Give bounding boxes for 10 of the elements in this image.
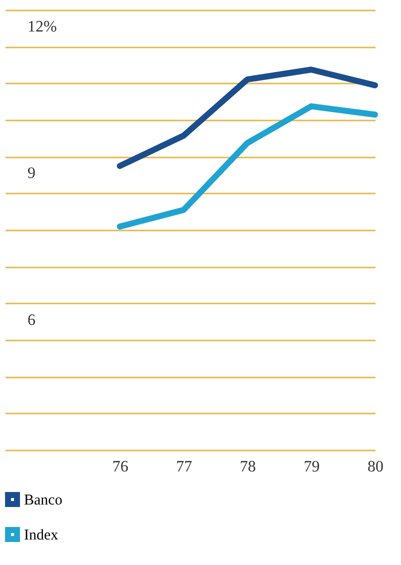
y-tick-label: 12% <box>28 18 57 36</box>
legend-label: Banco <box>24 492 62 508</box>
y-tick-label: 9 <box>28 165 36 182</box>
x-tick-label: 79 <box>304 458 320 476</box>
x-tick-label: 78 <box>240 458 256 476</box>
x-tick-label: 77 <box>176 458 192 476</box>
y-tick-label: 6 <box>28 312 36 329</box>
x-tick-label: 76 <box>112 458 128 476</box>
x-tick-label: 80 <box>368 458 384 476</box>
legend-label: Index <box>24 528 59 544</box>
